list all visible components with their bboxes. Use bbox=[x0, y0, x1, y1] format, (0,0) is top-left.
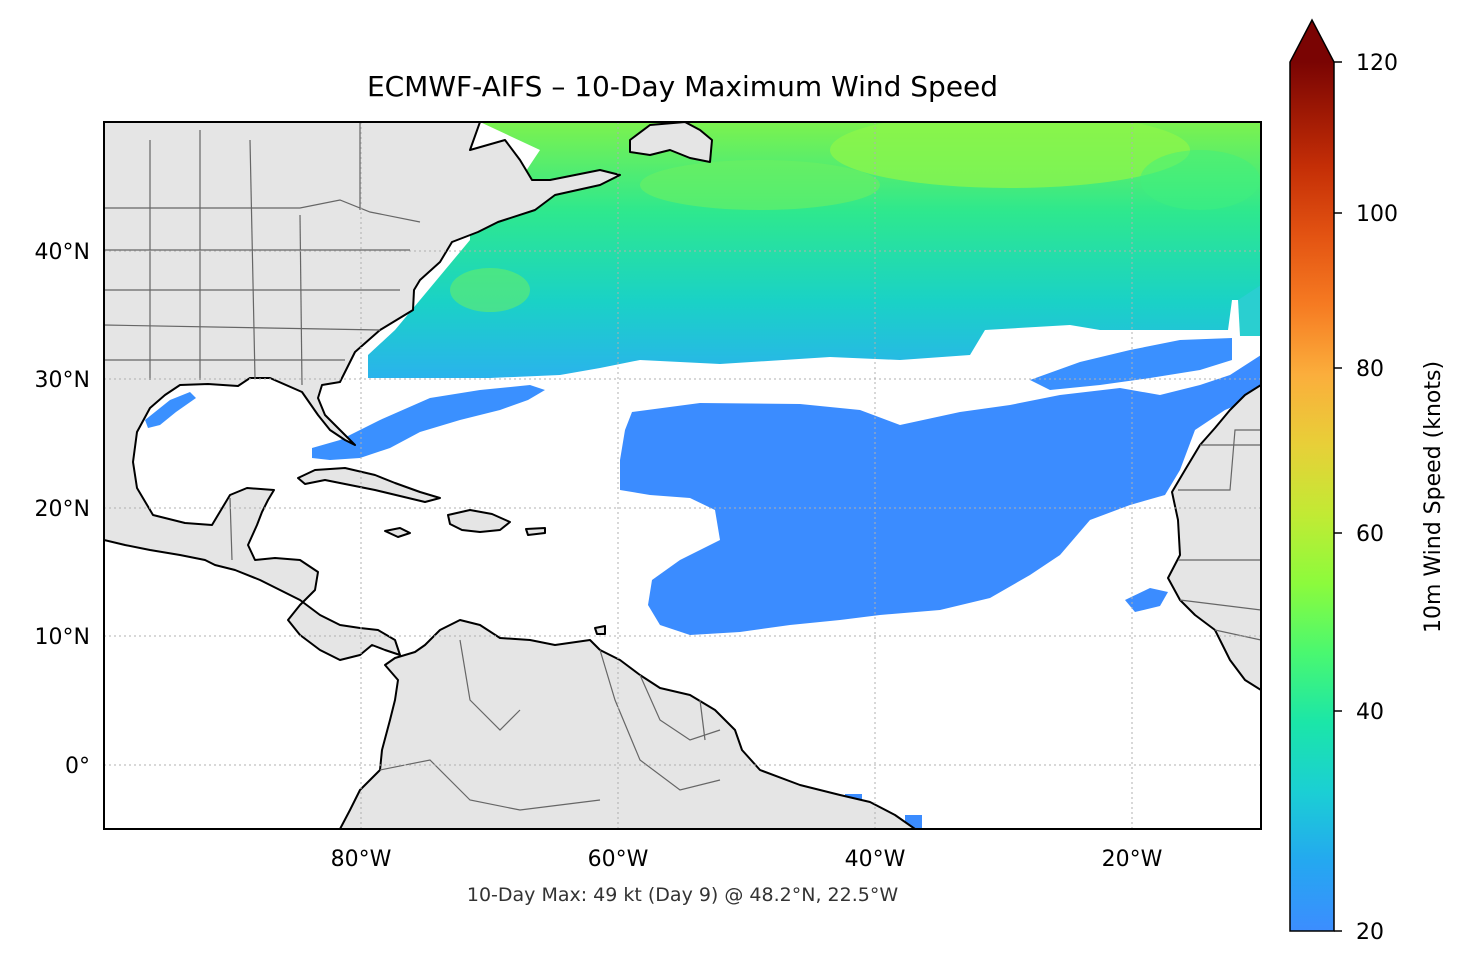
colorbar-tick-label: 20 bbox=[1356, 920, 1384, 945]
wind-field-east-edge bbox=[1238, 285, 1261, 336]
wind-field-cape-verde bbox=[1125, 588, 1168, 612]
cuba bbox=[297, 467, 441, 503]
lat-tick-label: 20°N bbox=[35, 497, 90, 522]
lat-tick-label: 40°N bbox=[35, 240, 90, 265]
wind-field-subtropical bbox=[312, 385, 545, 460]
lon-tick-label: 60°W bbox=[588, 847, 649, 872]
lat-tick-label: 10°N bbox=[35, 625, 90, 650]
colorbar-gradient bbox=[1290, 62, 1334, 931]
map-frame bbox=[103, 121, 1262, 830]
colorbar-tick-label: 60 bbox=[1356, 522, 1384, 547]
puerto-rico bbox=[525, 527, 546, 536]
wind-field-trades-north bbox=[1030, 338, 1232, 390]
colorbar-extend-arrow bbox=[1290, 20, 1334, 62]
lat-tick-label: 0° bbox=[65, 754, 90, 779]
lat-tick-label: 30°N bbox=[35, 368, 90, 393]
wind-field-gulf bbox=[145, 392, 196, 428]
africa bbox=[1167, 384, 1261, 691]
wind-patch bbox=[640, 160, 880, 210]
colorbar-tick-label: 80 bbox=[1356, 357, 1384, 382]
north-america bbox=[104, 122, 621, 661]
max-wind-annotation: 10-Day Max: 49 kt (Day 9) @ 48.2°N, 22.5… bbox=[466, 884, 899, 906]
south-america bbox=[339, 619, 916, 829]
wind-patch bbox=[1140, 150, 1260, 210]
trinidad bbox=[594, 625, 606, 635]
colorbar: 20 40 60 80 100 120 10m Wind Speed (knot… bbox=[1289, 18, 1446, 945]
lon-tick-label: 20°W bbox=[1102, 847, 1163, 872]
map-title: ECMWF-AIFS – 10-Day Maximum Wind Speed bbox=[366, 70, 999, 103]
hispaniola bbox=[447, 509, 511, 533]
wind-patch bbox=[450, 268, 530, 312]
wind-maximum-area bbox=[830, 122, 1190, 188]
land bbox=[104, 122, 1261, 829]
colorbar-outline bbox=[1289, 18, 1335, 932]
colorbar-tick-label: 120 bbox=[1356, 51, 1398, 76]
map-area bbox=[104, 122, 1261, 829]
colorbar-title: 10m Wind Speed (knots) bbox=[1421, 361, 1446, 633]
colorbar-tick-label: 100 bbox=[1356, 202, 1398, 227]
colorbar-tick-label: 40 bbox=[1356, 700, 1384, 725]
borders bbox=[104, 122, 1261, 811]
lon-tick-label: 80°W bbox=[331, 847, 392, 872]
lon-tick-label: 40°W bbox=[845, 847, 906, 872]
wind-field-trades bbox=[620, 355, 1261, 635]
jamaica bbox=[384, 527, 411, 538]
